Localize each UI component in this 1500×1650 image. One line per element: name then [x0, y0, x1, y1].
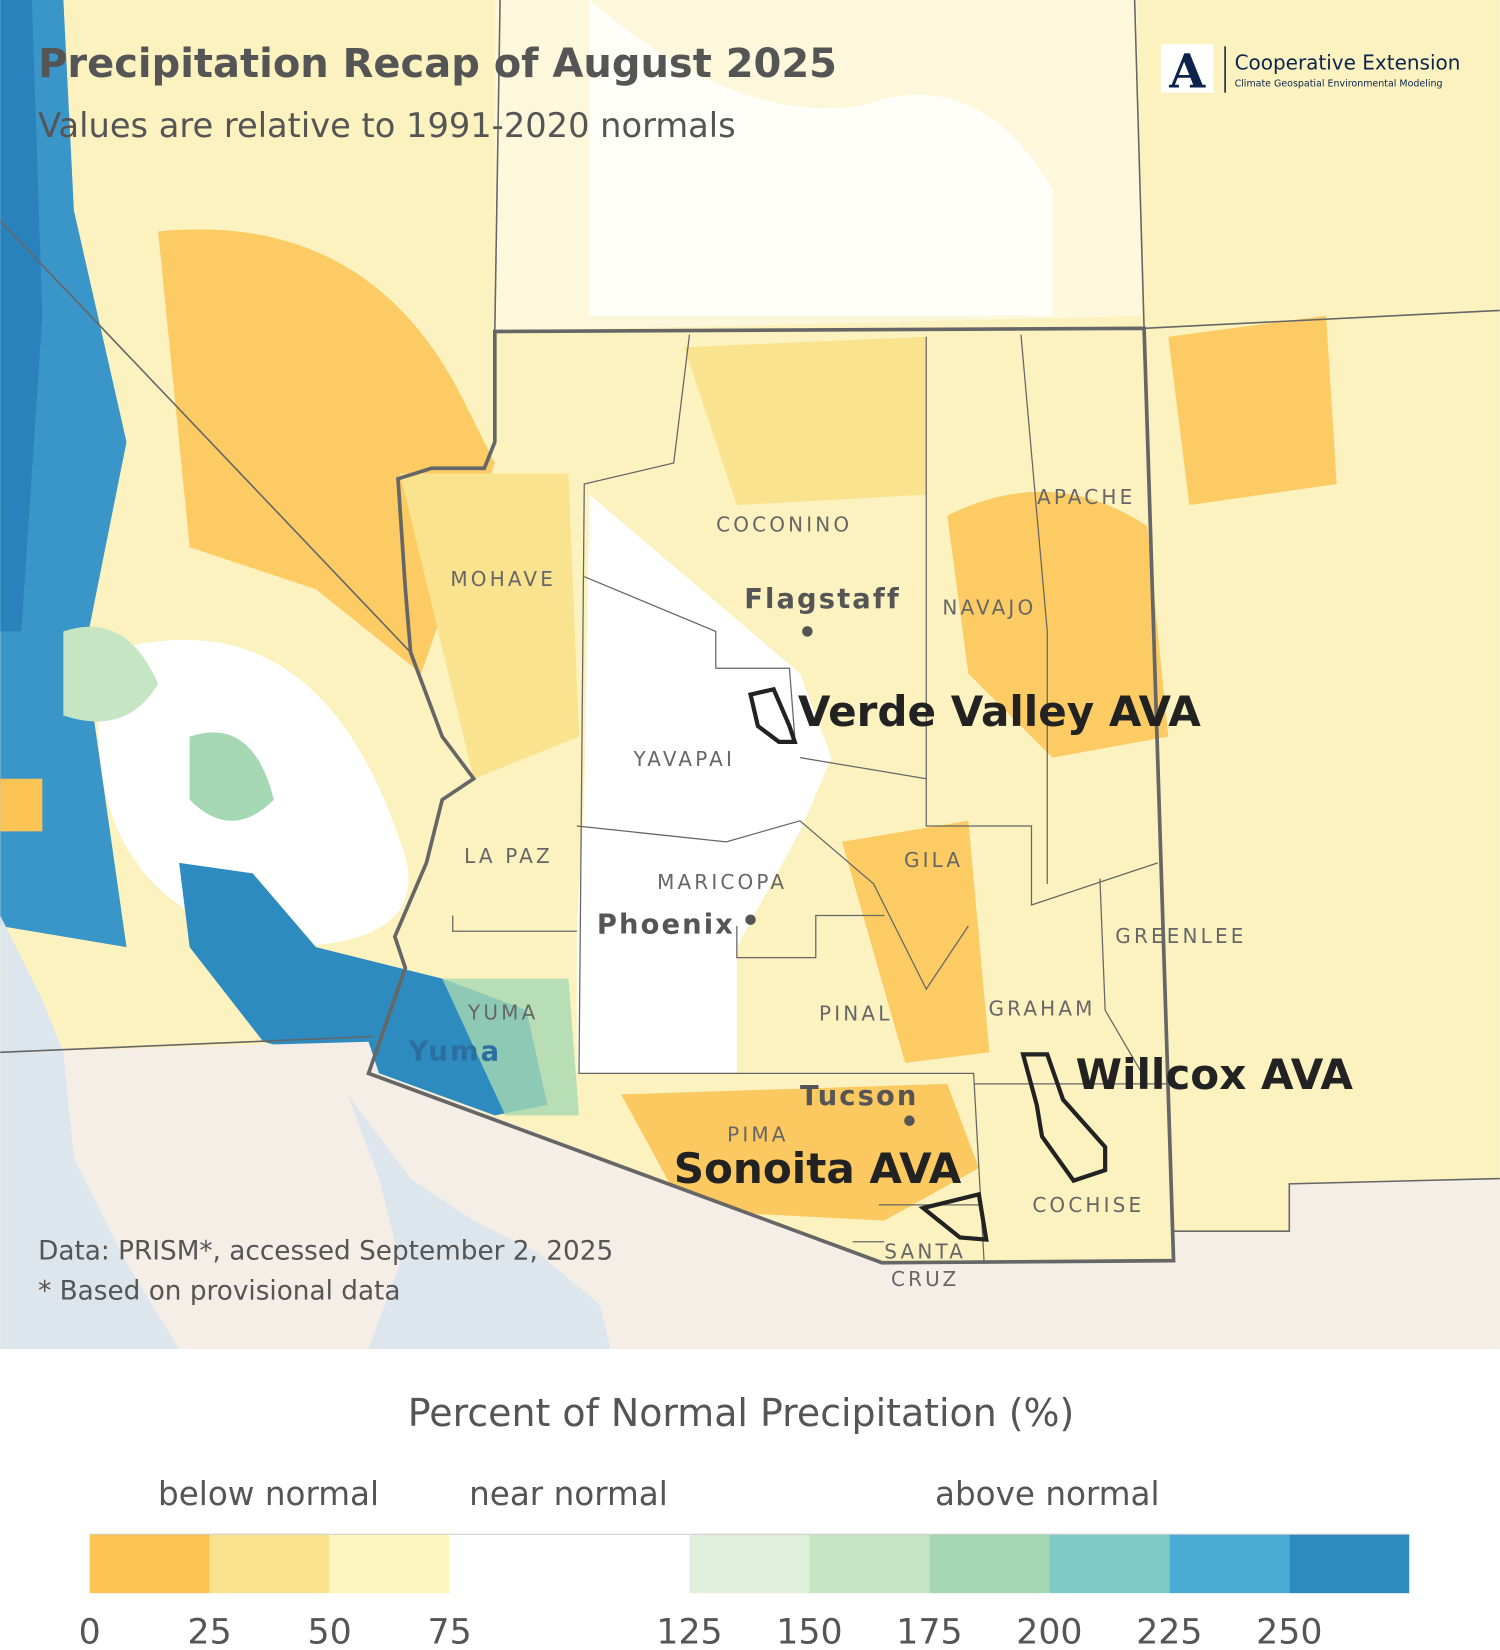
county-label: CRUZ [891, 1267, 959, 1291]
legend-swatch [329, 1534, 450, 1594]
county-labels: COCONINO MOHAVE NAVAJO APACHE YAVAPAI LA… [450, 485, 1246, 1291]
logo-text: Cooperative Extension [1235, 50, 1461, 74]
ava-label: Willcox AVA [1076, 1050, 1354, 1099]
county-label: COCHISE [1032, 1193, 1144, 1217]
data-note: * Based on provisional data [38, 1277, 400, 1307]
legend-tick-label: 125 [656, 1613, 722, 1650]
borders [0, 0, 1500, 1265]
county-label: MOHAVE [450, 567, 556, 591]
data-note: Data: PRISM*, accessed September 2, 2025 [38, 1237, 613, 1267]
city-label: Phoenix [597, 909, 735, 940]
legend-tick-label: 200 [1016, 1613, 1082, 1650]
legend-swatch [209, 1534, 330, 1594]
legend-title: Percent of Normal Precipitation (%) [408, 1391, 1075, 1435]
legend-tick-label: 0 [79, 1613, 101, 1650]
county-label: PIMA [727, 1123, 789, 1147]
county-label: YUMA [467, 1001, 538, 1025]
ava-labels: Verde Valley AVA Willcox AVA Sonoita AVA [674, 687, 1354, 1193]
legend-swatch [1169, 1534, 1290, 1594]
title: Precipitation Recap of August 2025 [38, 41, 837, 87]
legend-tick-label: 175 [896, 1613, 962, 1650]
legend-tick-label: 150 [776, 1613, 842, 1650]
county-label: APACHE [1037, 485, 1135, 509]
legend-swatch [89, 1534, 210, 1594]
city-dot [904, 1115, 915, 1126]
city-label: Yuma [408, 1037, 502, 1068]
legend-swatch [1289, 1534, 1410, 1594]
county-label: SANTA [884, 1240, 966, 1264]
logo-subtext: Climate Geospatial Environmental Modelin… [1235, 78, 1443, 89]
legend-swatch [1049, 1534, 1170, 1594]
county-label: GILA [904, 848, 963, 872]
logo-box [1160, 44, 1214, 93]
legend-swatch [809, 1534, 930, 1594]
legend-tick-label: 75 [427, 1613, 471, 1650]
legend-tick-label: 250 [1256, 1613, 1322, 1650]
legend-category: near normal [469, 1475, 668, 1513]
county-label: YAVAPAI [632, 747, 735, 771]
legend: 0 25 50 75 125 150 175 200 225 250 [79, 1533, 1410, 1650]
logo-mark: A [1168, 44, 1206, 98]
legend-swatch [449, 1534, 690, 1594]
subtitle: Values are relative to 1991-2020 normals [38, 106, 736, 145]
legend-category: below normal [158, 1475, 379, 1513]
map-base [0, 0, 1500, 1350]
county-label: NAVAJO [942, 596, 1036, 620]
city-dot [745, 914, 756, 925]
ava-label: Sonoita AVA [674, 1144, 962, 1193]
city-label: Tucson [800, 1081, 918, 1112]
legend-swatch [689, 1534, 810, 1594]
city-dot [802, 626, 813, 637]
legend-tick-label: 50 [308, 1613, 352, 1650]
ava-label: Verde Valley AVA [798, 687, 1201, 736]
cities: Flagstaff Phoenix Tucson Yuma [408, 584, 918, 1126]
legend-category: above normal [935, 1475, 1160, 1513]
city-label: Flagstaff [744, 584, 901, 615]
legend-tick-label: 225 [1136, 1613, 1202, 1650]
header: Precipitation Recap of August 2025 Value… [38, 41, 1460, 145]
legend-swatch [929, 1534, 1050, 1594]
county-label: GRAHAM [988, 996, 1095, 1020]
county-label: GREENLEE [1115, 924, 1246, 948]
county-label: COCONINO [716, 512, 852, 536]
county-label: PINAL [819, 1002, 892, 1026]
legend-tick-label: 25 [188, 1613, 232, 1650]
county-label: MARICOPA [657, 870, 787, 894]
county-label: LA PAZ [464, 844, 553, 868]
